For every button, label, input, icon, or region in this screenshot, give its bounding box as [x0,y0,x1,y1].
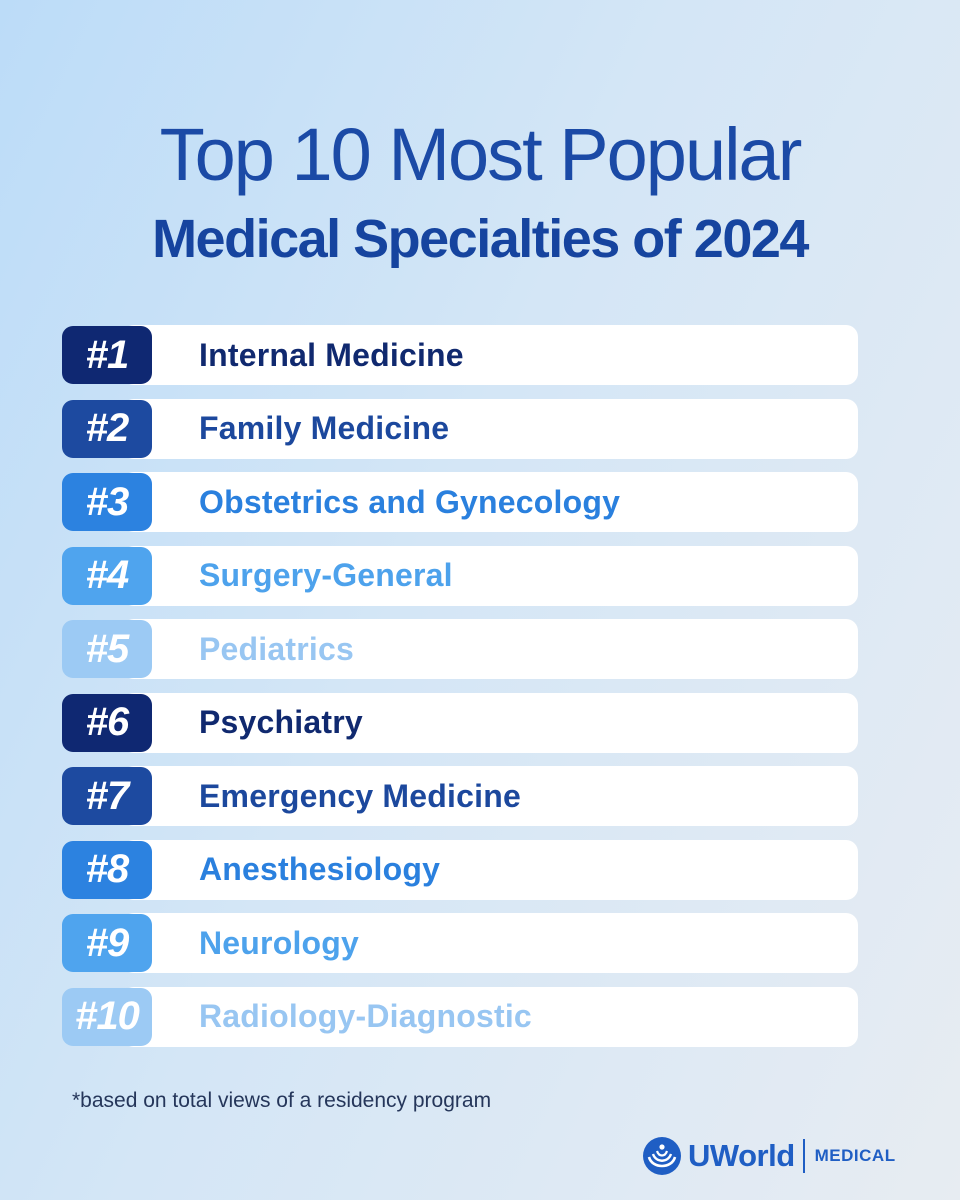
specialty-list: #1 Internal Medicine #2 Family Medicine … [62,325,858,1060]
list-item-4: #4 Surgery-General [62,545,858,606]
brand-division: MEDICAL [814,1146,896,1165]
page-title-line2: Medical Specialties of 2024 [152,209,809,269]
rank-badge: #10 [62,987,152,1046]
rank-badge: #9 [62,914,152,972]
row-bar [122,545,858,606]
row-bar [122,325,858,385]
rank-badge: #2 [62,399,152,458]
list-item-1: #1 Internal Medicine [62,325,858,385]
row-bar [122,913,858,973]
specialty-name: Neurology [199,924,360,961]
rank-badge: #3 [62,473,152,531]
row-bar [122,619,858,679]
list-item-7: #7 Emergency Medicine [62,766,858,826]
list-item-9: #9 Neurology [62,913,858,973]
uworld-globe-icon [643,1137,681,1175]
row-bar [122,692,858,753]
list-item-6: #6 Psychiatry [62,692,858,753]
specialty-name: Internal Medicine [199,336,464,373]
specialty-name: Obstetrics and Gynecology [199,483,621,520]
row-bar [122,986,858,1047]
rank-badge: #4 [62,546,152,605]
page-title-line1: Top 10 Most Popular [159,113,803,196]
brand-logo: UWorld MEDICAL [642,1136,896,1176]
brand-divider [802,1139,805,1173]
specialty-name: Psychiatry [199,704,363,740]
rank-badge: #6 [62,693,152,752]
row-bar [122,839,858,900]
brand-name: UWorld [688,1138,795,1173]
list-item-8: #8 Anesthesiology [62,839,858,900]
rank-badge: #8 [62,840,152,899]
specialty-name: Pediatrics [199,630,354,667]
specialty-name: Surgery-General [199,557,453,593]
row-bar [122,472,858,532]
list-item-2: #2 Family Medicine [62,398,858,459]
specialty-name: Radiology-Diagnostic [199,998,532,1034]
footnote: *based on total views of a residency pro… [72,1089,492,1112]
specialty-name: Anesthesiology [199,851,441,887]
rank-badge: #5 [62,620,152,678]
rank-badge: #1 [62,326,152,384]
list-item-10: #10 Radiology-Diagnostic [62,986,858,1047]
row-bar [122,398,858,459]
list-item-3: #3 Obstetrics and Gynecology [62,472,858,532]
specialty-name: Emergency Medicine [199,777,521,814]
row-bar [122,766,858,826]
specialty-name: Family Medicine [199,410,450,446]
rank-badge: #7 [62,767,152,825]
list-item-5: #5 Pediatrics [62,619,858,679]
